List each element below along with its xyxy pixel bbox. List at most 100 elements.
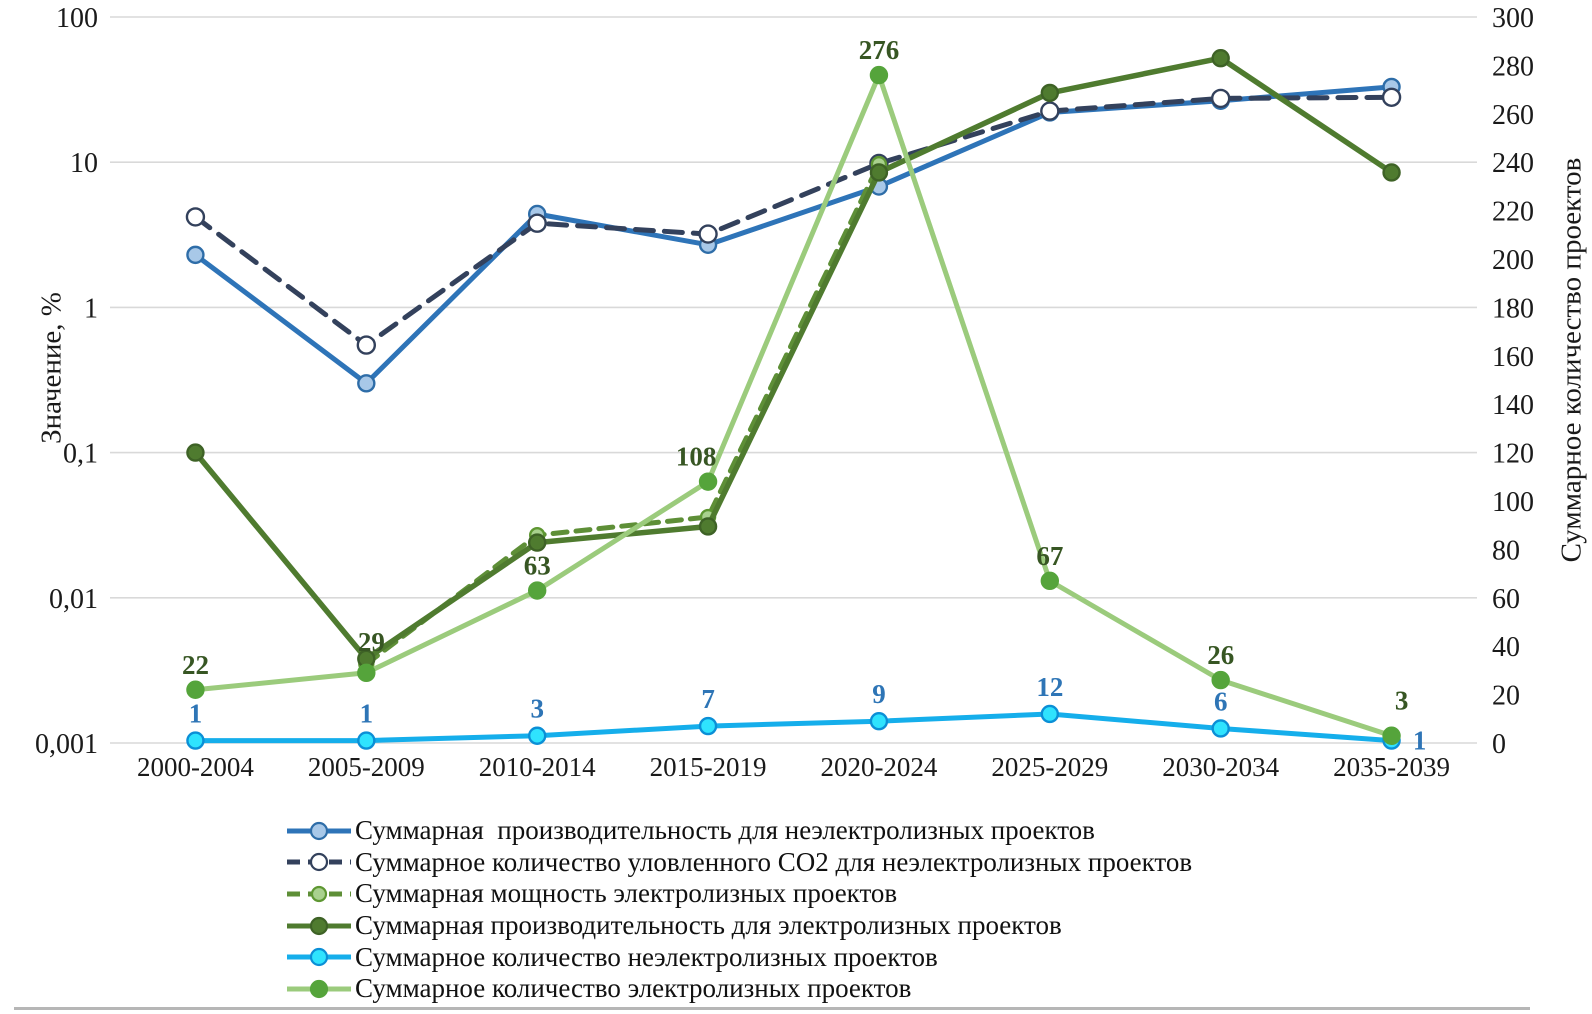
right-axis-tick-label: 40: [1492, 632, 1520, 663]
legend-line-marker-swatch: [287, 885, 351, 903]
right-axis-tick-label: 20: [1492, 681, 1520, 712]
data-point-marker: [1211, 49, 1230, 68]
data-point-label: 63: [524, 551, 551, 581]
legend-line-marker-swatch: [287, 979, 351, 998]
data-point-marker: [186, 680, 205, 699]
legend-item-0: Суммарная производительность для неэлект…: [286, 815, 1192, 847]
data-point-label: 3: [1395, 686, 1409, 716]
data-point-marker: [698, 472, 718, 491]
data-point-marker: [527, 726, 547, 745]
data-point-marker: [1381, 87, 1402, 107]
legend-label: Суммарная мощность электролизных проекто…: [355, 878, 898, 909]
left-axis-tick-label: 0,001: [35, 729, 98, 760]
data-point-marker: [186, 443, 205, 462]
x-axis-category-label: 2015-2019: [650, 752, 767, 782]
data-point-marker: [186, 245, 205, 265]
legend-item-2: Суммарная мощность электролизных проекто…: [286, 878, 1192, 910]
x-axis-category-label: 2025-2029: [991, 752, 1108, 782]
data-point-marker: [1382, 726, 1401, 745]
data-point-label: 1: [1413, 726, 1427, 756]
x-axis-category-label: 2020-2024: [820, 752, 937, 782]
left-axis-tick-label: 1: [84, 293, 98, 324]
right-axis-tick-label: 240: [1492, 148, 1534, 179]
data-point-label: 1: [189, 699, 203, 729]
series-line-4: [192, 711, 1395, 744]
data-point-marker: [357, 663, 376, 683]
data-point-marker: [357, 374, 376, 393]
series-line-1: [192, 94, 1395, 348]
left-axis-tick-label: 0,01: [49, 584, 98, 615]
series-line-2: [363, 161, 882, 667]
data-point-label: 108: [676, 442, 717, 472]
right-axis-tick-label: 280: [1492, 51, 1534, 82]
legend-label: Суммарное количество неэлектролизных про…: [355, 941, 938, 972]
x-axis-category-label: 2000-2004: [137, 752, 254, 782]
legend-item-5: Суммарное количество электролизных проек…: [286, 973, 1192, 1005]
x-axis-category-label: 2005-2009: [308, 752, 425, 782]
legend-line-marker-swatch: [287, 916, 351, 935]
x-axis-category-label: 2030-2034: [1162, 752, 1279, 782]
data-point-marker: [527, 533, 547, 552]
data-point-label: 67: [1036, 541, 1063, 571]
left-axis-tick-label: 100: [56, 3, 98, 34]
right-axis-tick-label: 0: [1492, 729, 1506, 760]
legend-label: Суммарное количество электролизных проек…: [355, 973, 912, 1004]
legend-line-marker-swatch: [287, 821, 351, 840]
legend-item-4: Суммарное количество неэлектролизных про…: [286, 941, 1192, 973]
right-axis-tick-label: 120: [1492, 439, 1534, 470]
right-axis-tick-label: 180: [1492, 293, 1534, 324]
data-point-marker: [1040, 571, 1060, 591]
right-axis-tick-label: 300: [1492, 3, 1534, 34]
data-point-marker: [527, 213, 547, 233]
right-axis-tick-label: 200: [1492, 245, 1534, 276]
data-point-marker: [527, 581, 547, 600]
data-point-marker: [185, 207, 206, 227]
data-point-marker: [356, 335, 377, 355]
series-line-3: [192, 55, 1395, 662]
data-point-label: 276: [859, 35, 900, 65]
data-point-label: 22: [182, 650, 209, 680]
legend-label: Суммарная производительность для неэлект…: [355, 815, 1095, 846]
right-axis-tick-label: 160: [1492, 342, 1534, 373]
legend-item-3: Суммарная производительность для электро…: [286, 910, 1192, 942]
x-axis-category-label: 2035-2039: [1333, 752, 1450, 782]
x-axis-category-label: 2010-2014: [479, 752, 596, 782]
data-point-marker: [869, 163, 889, 182]
data-point-label: 29: [358, 627, 385, 657]
legend-label: Суммарная производительность для электро…: [355, 910, 1062, 941]
y-axis-title-left: Значение, %: [35, 292, 68, 444]
data-point-label: 12: [1036, 672, 1063, 702]
data-point-label: 7: [701, 684, 715, 714]
right-axis-tick-label: 80: [1492, 535, 1520, 566]
data-point-marker: [698, 224, 718, 244]
right-axis-tick-label: 100: [1492, 487, 1534, 518]
right-axis-tick-label: 220: [1492, 197, 1534, 228]
data-point-label: 9: [872, 679, 886, 709]
data-point-label: 1: [360, 699, 374, 729]
data-point-marker: [869, 712, 889, 731]
right-axis-tick-label: 260: [1492, 100, 1534, 131]
legend-label: Суммарное количество уловленного CO2 для…: [355, 846, 1193, 877]
data-point-label: 6: [1214, 686, 1228, 716]
right-axis-tick-label: 140: [1492, 390, 1534, 421]
data-point-label: 26: [1207, 640, 1234, 670]
data-point-marker: [1382, 163, 1401, 182]
series-line-5: [192, 72, 1395, 739]
left-axis-tick-label: 10: [70, 148, 98, 179]
left-axis-tick-label: 0,1: [63, 439, 98, 470]
data-point-marker: [1040, 83, 1060, 103]
data-point-marker: [186, 731, 205, 750]
legend-line-marker-swatch: [287, 948, 351, 967]
chart-legend: Суммарная производительность для неэлект…: [286, 815, 1192, 1005]
data-point-marker: [698, 716, 718, 736]
legend-item-1: Суммарное количество уловленного CO2 для…: [286, 847, 1192, 879]
cropped-bottom-border: [14, 1007, 1530, 1010]
data-point-marker: [869, 65, 889, 85]
data-point-marker: [1040, 704, 1060, 724]
legend-line-marker-swatch: [287, 853, 351, 872]
data-point-marker: [1211, 670, 1230, 690]
data-point-marker: [698, 517, 718, 536]
data-point-marker: [1040, 101, 1060, 121]
